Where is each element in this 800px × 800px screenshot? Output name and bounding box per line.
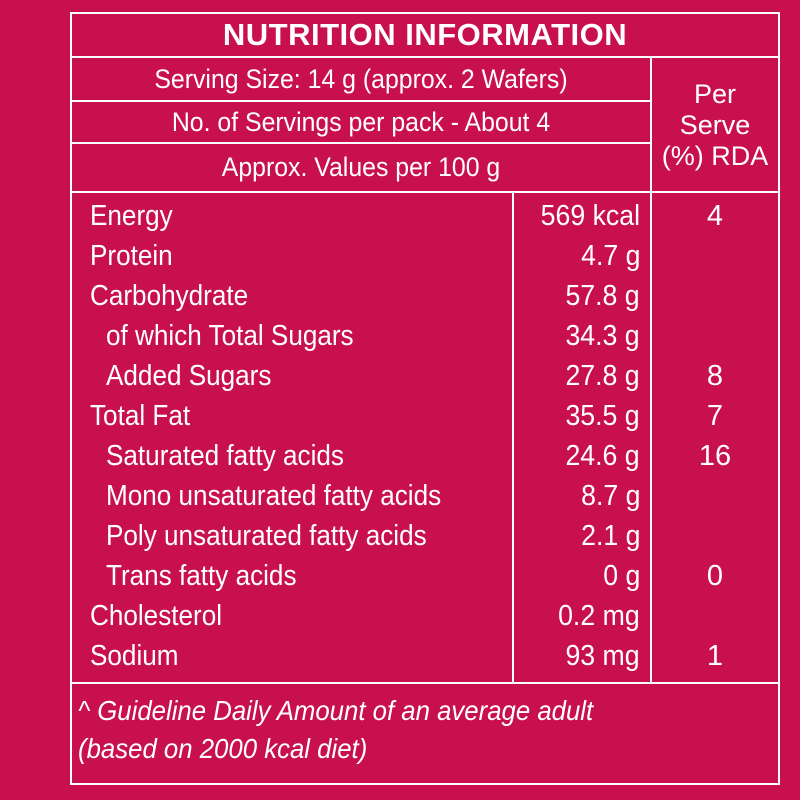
- nutrient-row-energy: Energy 569 kcal 4: [72, 198, 778, 238]
- per-serve-line-3: (%) RDA: [661, 140, 769, 171]
- nutrient-value: 57.8 g: [565, 280, 640, 312]
- nutrient-name: Mono unsaturated fatty acids: [106, 480, 442, 512]
- nutrient-row-total-fat: Total Fat 35.5 g 7: [72, 398, 778, 438]
- nutrient-name: Saturated fatty acids: [106, 440, 344, 472]
- footer-divider: [70, 682, 780, 684]
- footnote-line-2: (based on 2000 kcal diet): [78, 733, 368, 764]
- table-frame: [70, 12, 780, 785]
- nutrient-value: 4.7 g: [580, 240, 640, 272]
- nutrient-row-poly-unsaturated: Poly unsaturated fatty acids 2.1 g: [72, 518, 778, 558]
- nutrient-value: 2.1 g: [580, 520, 640, 552]
- nutrient-rda: 7: [706, 400, 724, 432]
- footnote-line-1: ^ Guideline Daily Amount of an average a…: [78, 695, 594, 726]
- nutrient-row-cholesterol: Cholesterol 0.2 mg: [72, 598, 778, 638]
- nutrient-value: 569 kcal: [540, 200, 640, 232]
- nutrient-row-trans-fat: Trans fatty acids 0 g 0: [72, 558, 778, 598]
- serving-size: Serving Size: 14 g (approx. 2 Wafers): [154, 63, 568, 94]
- header-divider-2: [72, 142, 650, 144]
- nutrient-rda: 8: [706, 360, 724, 392]
- nutrient-value: 35.5 g: [565, 400, 640, 432]
- nutrient-name: Poly unsaturated fatty acids: [106, 520, 427, 552]
- nutrient-value: 8.7 g: [580, 480, 640, 512]
- nutrient-name: Protein: [90, 240, 173, 272]
- servings-per-pack: No. of Servings per pack - About 4: [171, 106, 551, 137]
- nutrient-value: 0 g: [602, 560, 640, 592]
- per-serve-line-2: Serve: [679, 109, 751, 140]
- nutrient-rda: 0: [706, 560, 724, 592]
- title-divider: [70, 56, 780, 58]
- nutrient-rda: 1: [706, 640, 724, 672]
- nutrient-row-saturated-fat: Saturated fatty acids 24.6 g 16: [72, 438, 778, 478]
- nutrient-rda: 16: [698, 440, 732, 472]
- nutrient-name: Cholesterol: [90, 600, 223, 632]
- nutrient-name: Total Fat: [90, 400, 191, 432]
- nutrient-row-mono-unsaturated: Mono unsaturated fatty acids 8.7 g: [72, 478, 778, 518]
- nutrient-name: Carbohydrate: [90, 280, 249, 312]
- nutrient-name: Trans fatty acids: [106, 560, 297, 592]
- nutrient-rda: 4: [706, 200, 724, 232]
- nutrient-value: 0.2 mg: [558, 600, 640, 632]
- header-divider-1: [72, 100, 650, 102]
- value-column-divider: [512, 191, 514, 683]
- per-serve-line-1: Per: [693, 78, 737, 109]
- nutrient-name: of which Total Sugars: [106, 320, 354, 352]
- values-basis: Approx. Values per 100 g: [221, 152, 501, 182]
- nutrient-row-carbohydrate: Carbohydrate 57.8 g: [72, 278, 778, 318]
- nutrient-row-added-sugars: Added Sugars 27.8 g 8: [72, 358, 778, 398]
- nutrient-name: Energy: [90, 200, 173, 232]
- nutrient-value: 93 mg: [565, 640, 640, 672]
- header-bottom-divider: [70, 191, 780, 193]
- nutrient-row-protein: Protein 4.7 g: [72, 238, 778, 278]
- per-serve-rda-header: Per Serve (%) RDA: [652, 58, 778, 192]
- nutrient-value: 24.6 g: [565, 440, 640, 472]
- rda-column-divider: [650, 56, 652, 683]
- nutrient-name: Sodium: [90, 640, 179, 672]
- nutrient-value: 34.3 g: [565, 320, 640, 352]
- table-title: NUTRITION INFORMATION: [222, 17, 628, 52]
- nutrient-rows: Energy 569 kcal 4 Protein 4.7 g Carbohyd…: [72, 198, 778, 678]
- nutrient-row-total-sugars: of which Total Sugars 34.3 g: [72, 318, 778, 358]
- nutrient-name: Added Sugars: [106, 360, 272, 392]
- footnote: ^ Guideline Daily Amount of an average a…: [78, 692, 722, 768]
- nutrient-row-sodium: Sodium 93 mg 1: [72, 638, 778, 678]
- nutrient-value: 27.8 g: [565, 360, 640, 392]
